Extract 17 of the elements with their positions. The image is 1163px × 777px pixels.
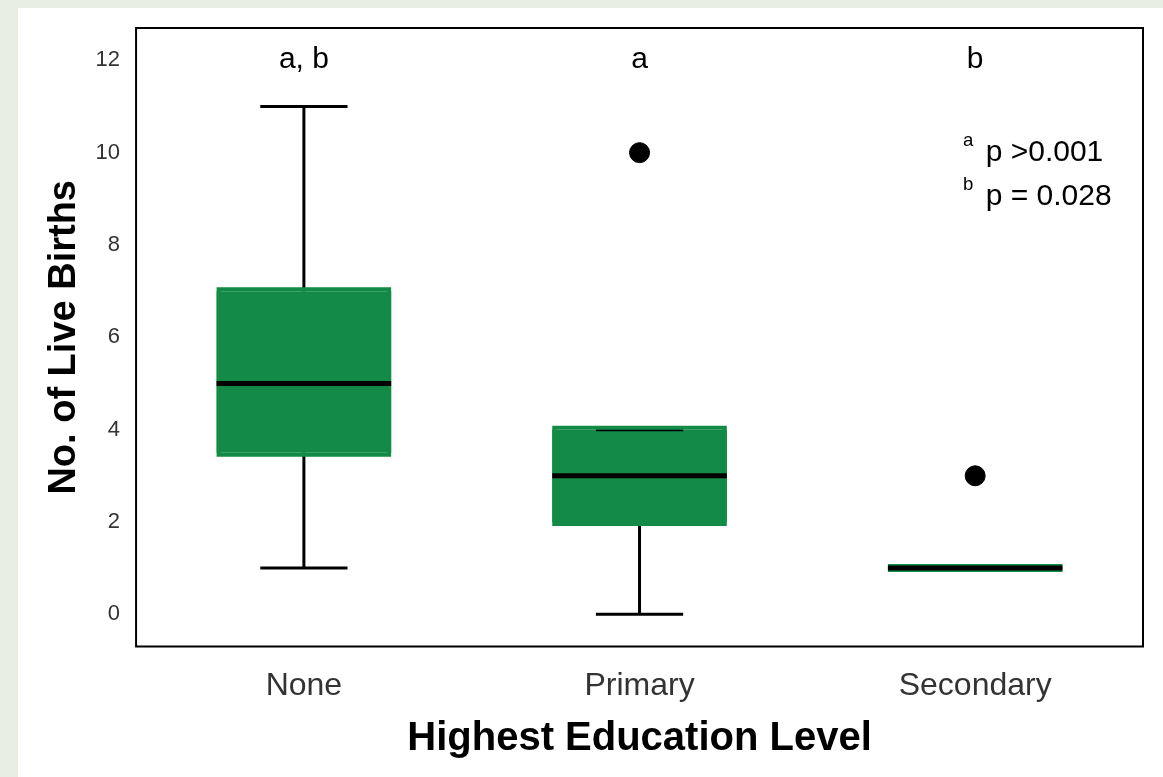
x-axis-title: Highest Education Level xyxy=(407,714,872,759)
y-tick-label: 2 xyxy=(107,508,121,534)
x-tick-label: Secondary xyxy=(898,665,1052,702)
y-tick-label: 12 xyxy=(95,46,121,72)
annotation: a, b xyxy=(278,41,329,75)
y-tick-label: 0 xyxy=(107,600,121,626)
annotation: b p = 0.028 xyxy=(963,172,1112,211)
annotation: b xyxy=(966,41,984,75)
y-tick-label: 8 xyxy=(107,231,121,257)
x-tick-label: None xyxy=(265,665,343,702)
annotation: a p >0.001 xyxy=(963,128,1104,167)
y-tick-label: 6 xyxy=(107,323,121,349)
y-tick-label: 10 xyxy=(95,138,121,164)
annotation: a xyxy=(631,41,649,75)
x-tick-label: Primary xyxy=(584,665,695,702)
y-axis-title: No. of Live Births xyxy=(41,180,84,495)
y-tick-label: 4 xyxy=(107,415,121,441)
